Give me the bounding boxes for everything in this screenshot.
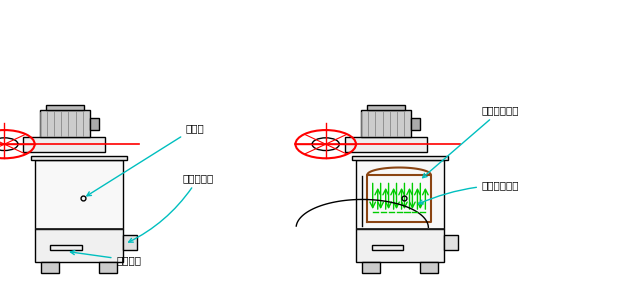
Bar <box>41 262 59 273</box>
Bar <box>35 228 123 229</box>
Text: 集尘防水滤袋: 集尘防水滤袋 <box>423 105 520 178</box>
Bar <box>46 105 84 110</box>
Bar <box>372 245 403 250</box>
Bar <box>40 110 90 137</box>
Bar <box>50 245 82 250</box>
Bar <box>99 262 117 273</box>
Bar <box>367 105 405 110</box>
Bar <box>23 137 105 151</box>
Bar <box>345 137 427 151</box>
Bar <box>35 229 123 262</box>
Text: 集尘抽屉: 集尘抽屉 <box>71 250 142 265</box>
Bar <box>123 235 137 250</box>
Text: 集尘气流走向: 集尘气流走向 <box>419 180 520 204</box>
Bar <box>420 262 438 273</box>
Bar <box>35 160 123 229</box>
Bar <box>352 156 448 160</box>
Text: 检修门: 检修门 <box>87 123 205 196</box>
Bar <box>361 110 411 137</box>
Bar <box>356 228 444 229</box>
Bar <box>362 262 380 273</box>
Bar <box>31 156 127 160</box>
Bar <box>356 160 444 229</box>
Bar <box>444 235 458 250</box>
Bar <box>411 118 420 130</box>
Bar <box>90 118 99 130</box>
Bar <box>356 229 444 262</box>
Text: 集尘吸口处: 集尘吸口处 <box>129 173 214 242</box>
